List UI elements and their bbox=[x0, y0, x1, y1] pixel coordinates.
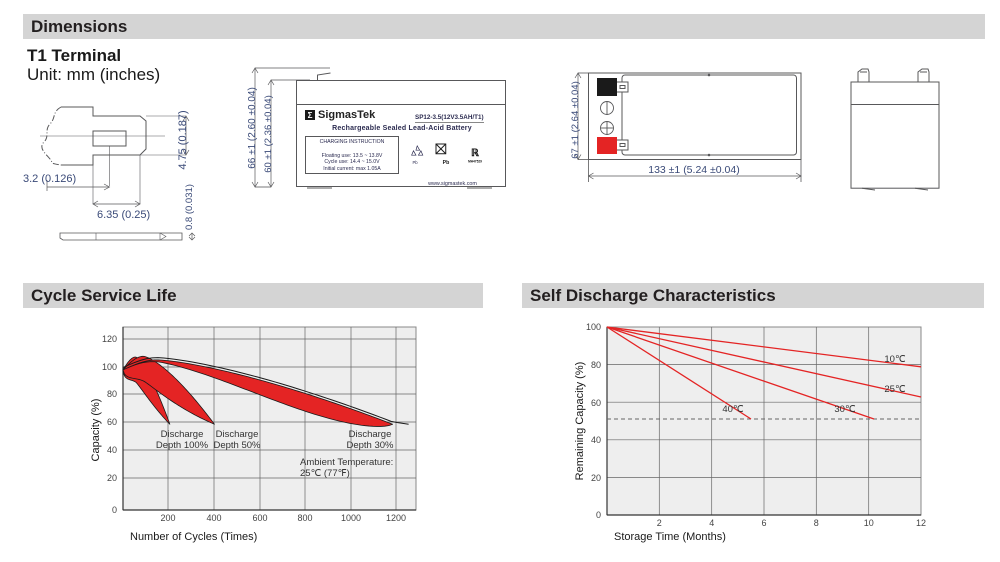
svg-text:40: 40 bbox=[591, 435, 601, 445]
svg-text:30℃: 30℃ bbox=[834, 404, 856, 415]
svg-text:Storage Time (Months): Storage Time (Months) bbox=[614, 531, 726, 543]
svg-text:40℃: 40℃ bbox=[722, 404, 744, 415]
svg-text:10℃: 10℃ bbox=[884, 354, 906, 365]
svg-text:Remaining Capacity (%): Remaining Capacity (%) bbox=[574, 362, 586, 481]
svg-text:20: 20 bbox=[591, 473, 601, 483]
svg-text:10: 10 bbox=[864, 518, 874, 528]
svg-text:6: 6 bbox=[761, 518, 766, 528]
svg-text:2: 2 bbox=[657, 518, 662, 528]
svg-text:25℃: 25℃ bbox=[884, 384, 906, 395]
svg-text:8: 8 bbox=[814, 518, 819, 528]
svg-text:12: 12 bbox=[916, 518, 926, 528]
svg-text:60: 60 bbox=[591, 398, 601, 408]
svg-text:4: 4 bbox=[709, 518, 714, 528]
svg-text:80: 80 bbox=[591, 360, 601, 370]
svg-text:0: 0 bbox=[596, 510, 601, 520]
svg-text:100: 100 bbox=[586, 322, 601, 332]
